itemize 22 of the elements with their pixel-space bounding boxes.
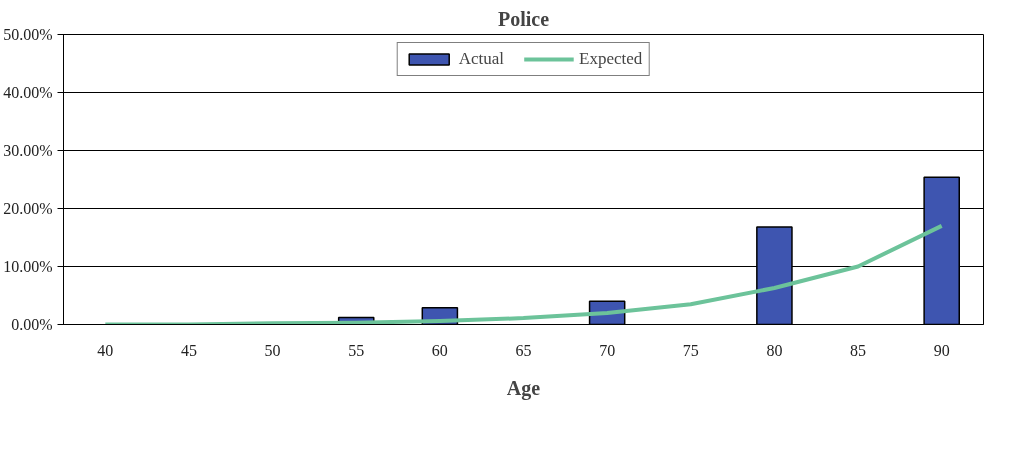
- x-tick-label: 65: [515, 341, 532, 359]
- y-tick-label: 30.00%: [3, 142, 53, 159]
- line-series: [103, 223, 944, 325]
- x-tick-label: 75: [682, 341, 699, 359]
- y-tick-label: 0.00%: [11, 316, 53, 333]
- legend-label: Expected: [579, 49, 643, 69]
- y-tick-label: 40.00%: [3, 84, 53, 101]
- x-tick-label: 55: [348, 341, 365, 359]
- x-axis-title: Age: [506, 376, 541, 400]
- x-tick-label: 60: [431, 341, 448, 359]
- y-tick-label: 10.00%: [3, 258, 53, 275]
- x-tick-label: 40: [97, 341, 114, 359]
- y-tick-label: 50.00%: [3, 26, 53, 43]
- x-tick-label: 85: [850, 341, 867, 359]
- y-tick-label: 20.00%: [3, 200, 53, 217]
- x-tick-label: 70: [599, 341, 616, 359]
- chart-title: Police: [497, 7, 550, 30]
- x-tick-label: 80: [766, 341, 783, 359]
- x-tick-label: 90: [933, 341, 950, 359]
- x-tick-label: 45: [180, 341, 197, 359]
- legend-label: Actual: [458, 49, 505, 69]
- x-tick-label: 50: [264, 341, 281, 359]
